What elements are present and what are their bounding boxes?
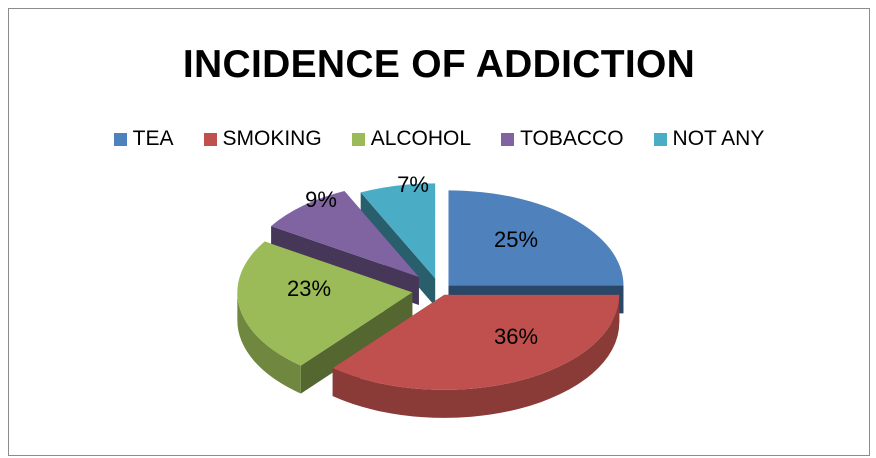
legend-label-alcohol: ALCOHOL (370, 127, 472, 150)
legend-label-not-any: NOT ANY (672, 127, 765, 150)
pie-slice-tobacco-top (271, 191, 419, 277)
legend-item-not-any: NOT ANY (653, 127, 765, 151)
pie-slice-smoking-top (332, 294, 620, 390)
legend-item-alcohol: ALCOHOL (351, 127, 472, 151)
pie-slice-alcohol-top (237, 241, 413, 366)
legend-label-tobacco: TOBACCO (520, 127, 624, 150)
legend-label-smoking: SMOKING (222, 127, 322, 150)
legend-label-tea: TEA (132, 127, 174, 150)
legend-swatch-not-any (653, 132, 667, 146)
legend-swatch-tea (113, 132, 127, 146)
legend-swatch-smoking (203, 132, 217, 146)
pie-slice-smoking-wall (332, 294, 620, 418)
legend-swatch-alcohol (351, 132, 365, 146)
legend-item-tobacco: TOBACCO (501, 127, 624, 151)
legend-item-tea: TEA (113, 127, 174, 151)
data-label-tea: 25% (494, 227, 538, 252)
legend-item-smoking: SMOKING (203, 127, 322, 151)
data-label-alcohol: 23% (287, 276, 331, 301)
pie-slice-alcohol-side-start (300, 292, 413, 394)
data-label-tobacco: 9% (305, 187, 337, 212)
data-label-not-any: 7% (397, 172, 429, 197)
pie-slice-smoking (332, 294, 620, 418)
pie-slice-alcohol (237, 241, 413, 394)
data-label-smoking: 36% (494, 324, 538, 349)
legend-swatch-tobacco (501, 132, 515, 146)
legend: TEA SMOKING ALCOHOL TOBACCO NOT ANY (9, 127, 869, 151)
pie-slice-alcohol-wall (237, 292, 301, 394)
chart-title: INCIDENCE OF ADDICTION (182, 43, 696, 86)
pie-slice-not-any-top (360, 183, 436, 279)
pie-slice-tea-top (448, 190, 624, 286)
